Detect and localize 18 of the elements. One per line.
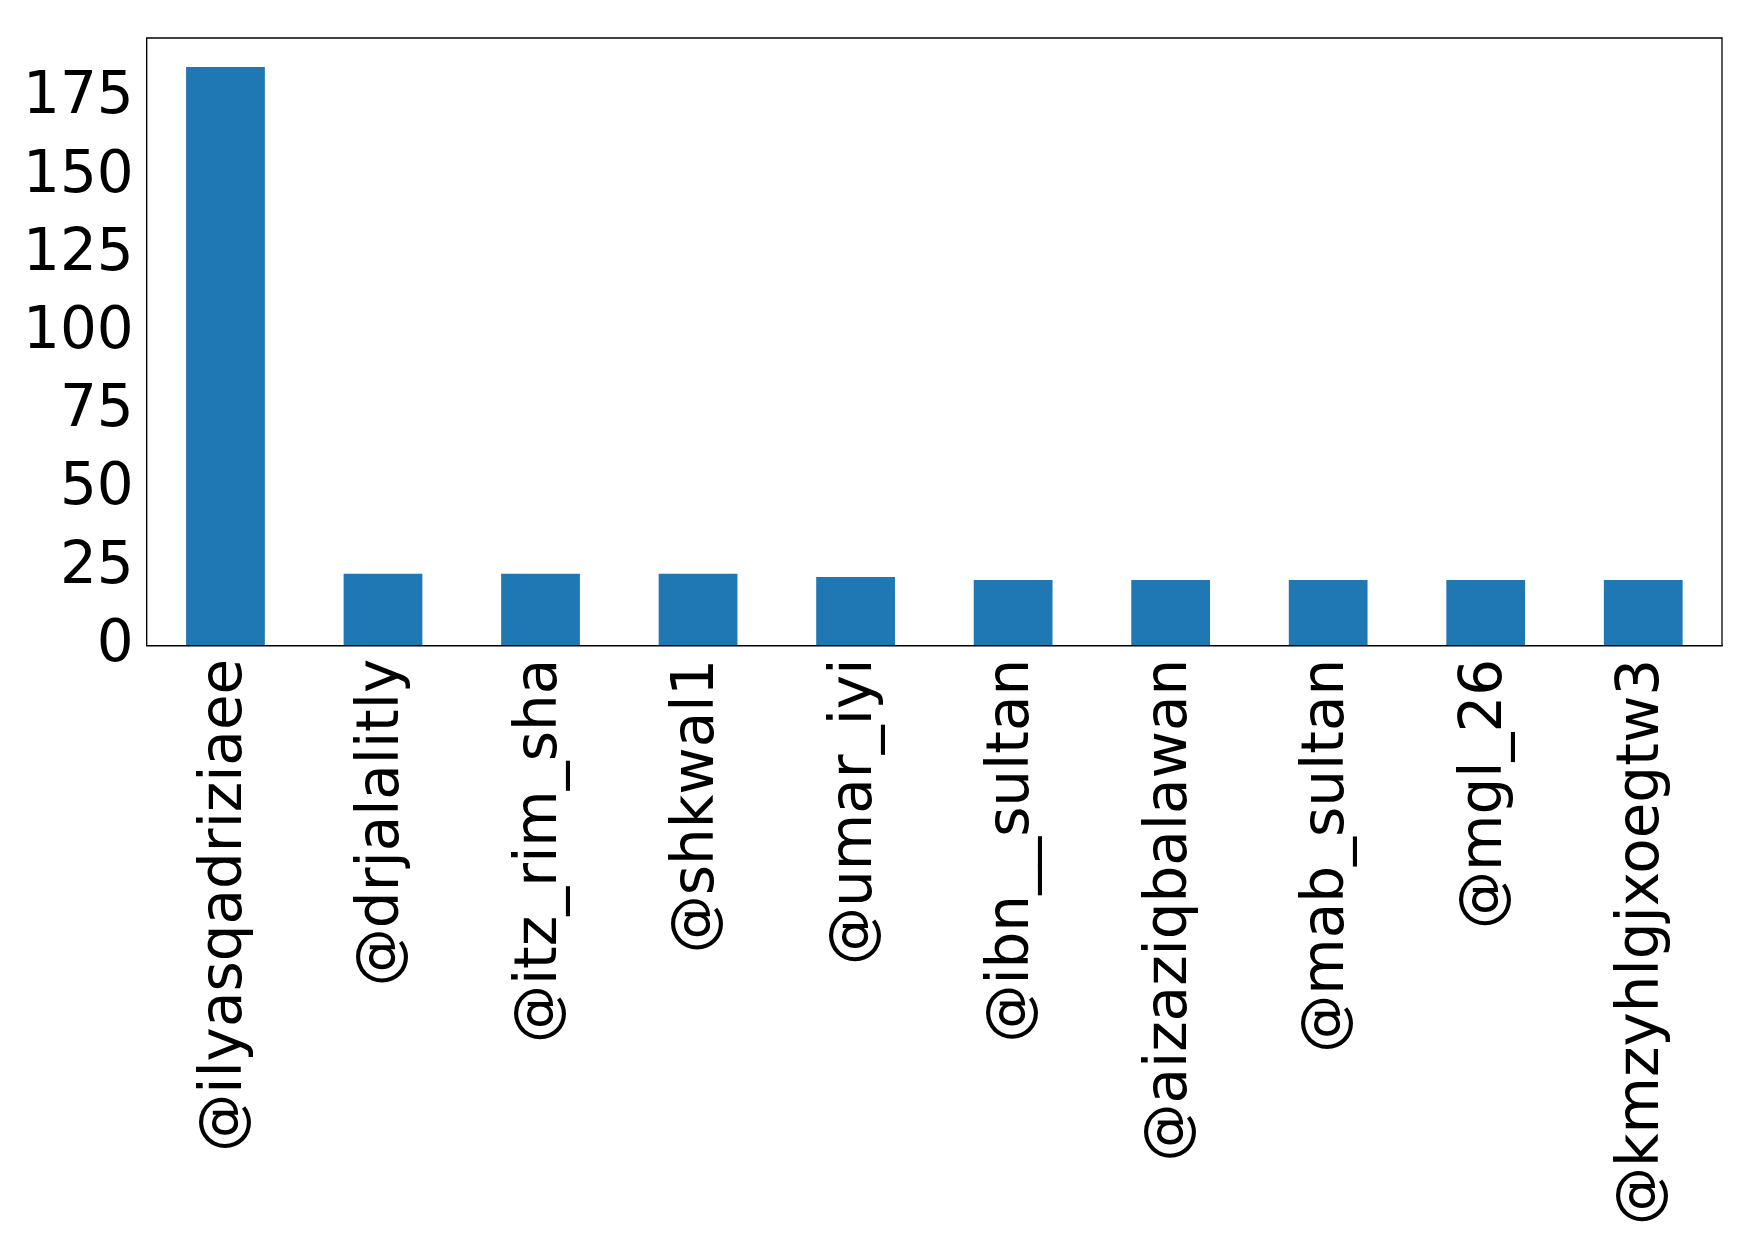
y-tick-label: 50 <box>59 450 134 519</box>
y-tick-label: 100 <box>22 294 134 363</box>
x-tick-label: @mgl_26 <box>1446 658 1515 929</box>
x-tick-label: @drjalalitly <box>344 658 413 987</box>
y-tick-label: 0 <box>96 606 134 675</box>
x-tick-label: @mab_sultan <box>1289 658 1358 1053</box>
y-tick-label: 75 <box>59 372 134 441</box>
y-tick-label: 125 <box>22 215 134 284</box>
y-tick-label: 175 <box>22 59 134 128</box>
x-tick-label: @ilyasqadriziaee <box>186 658 255 1152</box>
x-tick-label: @shkwal1 <box>659 658 728 954</box>
y-tick-label: 25 <box>59 528 134 597</box>
x-tick-label: @aizaziqbalawan <box>1131 658 1200 1162</box>
x-tick-label: @itz_rim_sha <box>501 658 570 1044</box>
x-tick-label: @ibn__sultan <box>974 658 1043 1043</box>
x-tick-label: @umar_iyi <box>816 658 885 965</box>
x-tick-label: @kmzyhlgjxoegtw3 <box>1604 658 1673 1225</box>
y-tick-label: 150 <box>22 137 134 206</box>
